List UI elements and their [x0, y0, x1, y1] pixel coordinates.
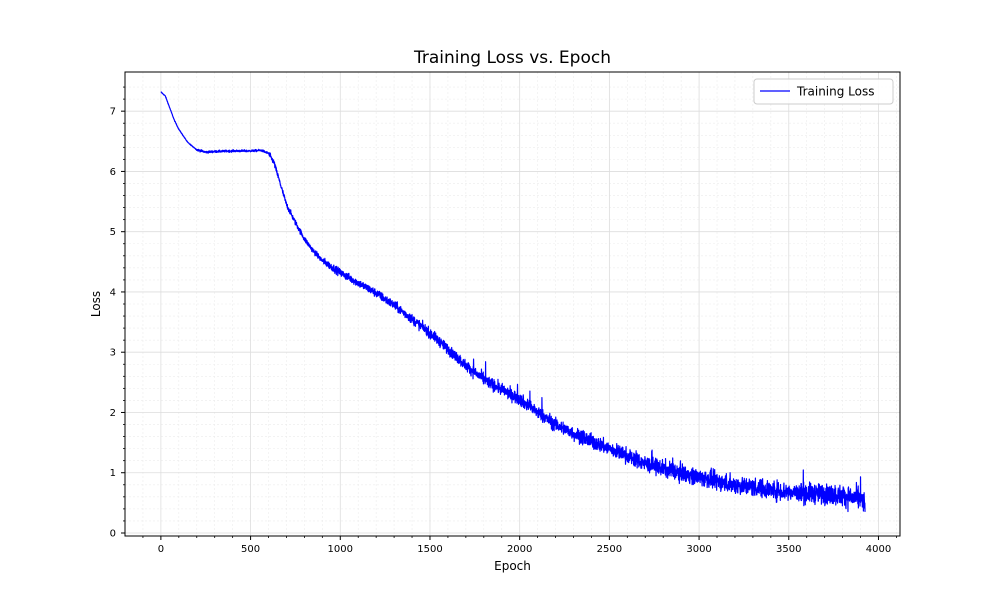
legend-label-training-loss: Training Loss — [796, 85, 874, 99]
y-tick-label: 4 — [110, 287, 116, 298]
legend: Training Loss — [753, 78, 894, 105]
legend-box — [753, 78, 894, 105]
y-tick-label: 5 — [110, 227, 116, 238]
x-tick-label: 500 — [241, 544, 260, 555]
y-axis-label: Loss — [89, 291, 103, 317]
chart-title: Training Loss vs. Epoch — [413, 48, 611, 68]
x-tick-label: 1000 — [328, 544, 353, 555]
x-axis-label: Epoch — [494, 559, 531, 573]
x-tick-label: 1500 — [417, 544, 442, 555]
x-axis: 0 500 1000 1500 2000 2500 3000 3500 4000 — [142, 536, 897, 555]
x-tick-label: 2000 — [507, 544, 532, 555]
series-line-training-loss — [160, 91, 866, 513]
y-tick-label: 1 — [110, 468, 116, 479]
y-axis: 0 1 2 3 4 5 6 7 — [110, 86, 125, 539]
y-tick-label: 0 — [110, 528, 116, 539]
x-tick-label: 2500 — [597, 544, 622, 555]
x-tick-label: 4000 — [866, 544, 891, 555]
x-tick-label: 3500 — [776, 544, 801, 555]
x-tick-label: 3000 — [686, 544, 711, 555]
major-grid — [125, 72, 900, 536]
y-tick-label: 3 — [110, 348, 116, 359]
y-tick-label: 6 — [110, 167, 116, 178]
y-tick-label: 7 — [110, 107, 116, 118]
x-tick-label: 0 — [158, 544, 164, 555]
y-tick-label: 2 — [110, 408, 116, 419]
